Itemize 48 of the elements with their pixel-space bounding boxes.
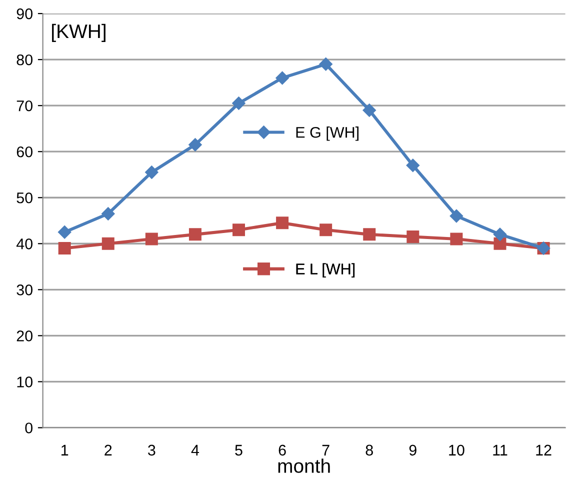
point	[320, 224, 332, 236]
x-tick-label: 12	[536, 444, 552, 456]
x-tick-label: 1	[62, 444, 68, 456]
y-tick-label: 30	[16, 284, 33, 296]
y-axis-title: [KWH]	[52, 24, 106, 42]
point	[276, 216, 289, 230]
point	[406, 158, 420, 172]
legend-label: E G [WH]	[296, 126, 358, 141]
point	[276, 71, 289, 85]
x-tick-label: 4	[191, 444, 200, 456]
x-tick-label: 2	[104, 444, 112, 456]
point	[232, 96, 246, 110]
point	[145, 166, 158, 179]
x-tick-label: 10	[449, 444, 464, 456]
x-tick-label: 6	[278, 444, 286, 456]
point	[102, 207, 115, 220]
y-tick-label: 0	[25, 422, 33, 434]
point	[145, 232, 158, 246]
x-tick-label: 5	[235, 444, 242, 456]
y-tick-label: 50	[16, 192, 33, 204]
point	[450, 232, 463, 246]
x-tick-label: 9	[409, 444, 416, 456]
legend-label: E L [WH]	[296, 263, 355, 278]
x-tick-label: 7	[322, 444, 330, 456]
point	[450, 209, 464, 223]
y-tick-label: 20	[16, 330, 33, 342]
point	[494, 237, 506, 250]
y-tick-label: 10	[17, 376, 33, 388]
point	[102, 237, 114, 250]
point	[58, 242, 71, 254]
point	[232, 224, 245, 236]
y-tick-label: 80	[16, 54, 33, 66]
x-tick-label: 8	[366, 444, 373, 456]
y-tick-label: 70	[16, 100, 33, 112]
y-tick-label: 90	[16, 8, 33, 20]
point	[58, 226, 72, 239]
y-tick-label: 60	[16, 146, 33, 158]
point	[406, 230, 420, 243]
point	[188, 228, 202, 241]
y-tick-label: 40	[16, 238, 33, 250]
point	[319, 58, 332, 71]
x-axis-title: month	[278, 458, 330, 473]
point	[188, 138, 202, 152]
point	[493, 228, 507, 242]
x-tick-label: 3	[148, 444, 156, 456]
point	[363, 228, 376, 241]
x-tick-label: 11	[493, 444, 508, 456]
point	[362, 104, 376, 117]
